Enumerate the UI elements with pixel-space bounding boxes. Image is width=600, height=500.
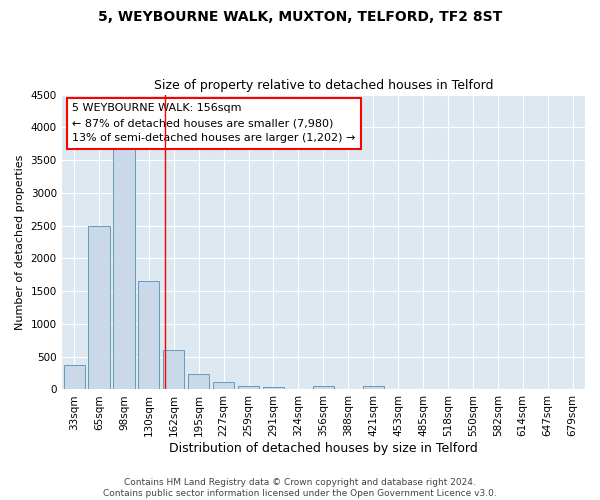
Bar (238, 386, 259, 390)
Y-axis label: Number of detached properties: Number of detached properties (15, 154, 25, 330)
Text: 5 WEYBOURNE WALK: 156sqm
← 87% of detached houses are smaller (7,980)
13% of sem: 5 WEYBOURNE WALK: 156sqm ← 87% of detach… (72, 104, 356, 143)
Title: Size of property relative to detached houses in Telford: Size of property relative to detached ho… (154, 79, 493, 92)
Bar (163, 350, 184, 390)
Bar (263, 386, 284, 390)
Bar (313, 386, 334, 390)
Text: Contains HM Land Registry data © Crown copyright and database right 2024.
Contai: Contains HM Land Registry data © Crown c… (103, 478, 497, 498)
Bar (88, 226, 110, 390)
Bar (362, 386, 384, 390)
Bar (213, 382, 234, 390)
Bar (64, 364, 85, 390)
Bar (138, 282, 160, 390)
Bar (188, 374, 209, 390)
Bar (113, 144, 134, 390)
Text: 5, WEYBOURNE WALK, MUXTON, TELFORD, TF2 8ST: 5, WEYBOURNE WALK, MUXTON, TELFORD, TF2 … (98, 10, 502, 24)
X-axis label: Distribution of detached houses by size in Telford: Distribution of detached houses by size … (169, 442, 478, 455)
